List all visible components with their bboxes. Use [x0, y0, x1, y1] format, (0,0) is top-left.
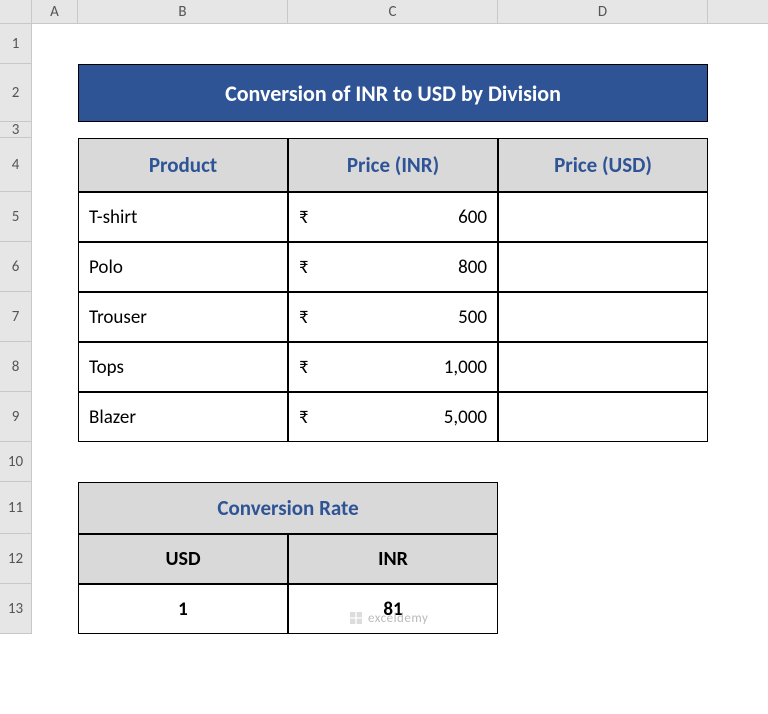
watermark-icon [348, 610, 364, 626]
select-all-corner[interactable] [0, 0, 32, 23]
row-header-6[interactable]: 6 [0, 242, 31, 292]
table-row-price-usd[interactable] [498, 192, 708, 242]
row-header-9[interactable]: 9 [0, 392, 31, 442]
row-header-3[interactable]: 3 [0, 122, 31, 138]
worksheet-grid[interactable]: Conversion of INR to USD by Division Pro… [32, 24, 768, 714]
col-header-A[interactable]: A [32, 0, 78, 23]
table2-header-usd[interactable]: USD [78, 534, 288, 584]
table-row-product[interactable]: Polo [78, 242, 288, 292]
table-row-price-usd[interactable] [498, 392, 708, 442]
table1-header-price-inr[interactable]: Price (INR) [288, 138, 498, 192]
col-header-D[interactable]: D [498, 0, 708, 23]
table-row-price-usd[interactable] [498, 342, 708, 392]
column-headers: A B C D [0, 0, 768, 24]
table-row-price-usd[interactable] [498, 242, 708, 292]
title-merged-cell[interactable]: Conversion of INR to USD by Division [78, 64, 708, 122]
table-row-price-usd[interactable] [498, 292, 708, 342]
row-header-7[interactable]: 7 [0, 292, 31, 342]
table-row-price-inr[interactable]: ₹1,000 [288, 342, 498, 392]
watermark-text: exceldemy [368, 611, 428, 626]
table2-header-inr[interactable]: INR [288, 534, 498, 584]
table-row-price-inr[interactable]: ₹800 [288, 242, 498, 292]
table1-header-product[interactable]: Product [78, 138, 288, 192]
row-header-10[interactable]: 10 [0, 442, 31, 482]
table-row-price-inr[interactable]: ₹500 [288, 292, 498, 342]
table2-value-inr[interactable]: 81 [288, 584, 498, 634]
row-headers: 12345678910111213 [0, 24, 32, 634]
table-row-product[interactable]: Trouser [78, 292, 288, 342]
table-row-product[interactable]: Blazer [78, 392, 288, 442]
row-header-13[interactable]: 13 [0, 584, 31, 634]
row-header-5[interactable]: 5 [0, 192, 31, 242]
table-row-product[interactable]: Tops [78, 342, 288, 392]
row-header-4[interactable]: 4 [0, 138, 31, 192]
exceldemy-watermark: exceldemy [348, 610, 428, 626]
col-header-C[interactable]: C [288, 0, 498, 23]
row-header-11[interactable]: 11 [0, 482, 31, 534]
row-header-12[interactable]: 12 [0, 534, 31, 584]
row-header-8[interactable]: 8 [0, 342, 31, 392]
col-header-B[interactable]: B [78, 0, 288, 23]
table-row-product[interactable]: T-shirt [78, 192, 288, 242]
table2-value-usd[interactable]: 1 [78, 584, 288, 634]
table-row-price-inr[interactable]: ₹5,000 [288, 392, 498, 442]
table1-header-price-usd[interactable]: Price (USD) [498, 138, 708, 192]
row-header-1[interactable]: 1 [0, 24, 31, 64]
row-header-2[interactable]: 2 [0, 64, 31, 122]
table-row-price-inr[interactable]: ₹600 [288, 192, 498, 242]
table2-title-merged[interactable]: Conversion Rate [78, 482, 498, 534]
